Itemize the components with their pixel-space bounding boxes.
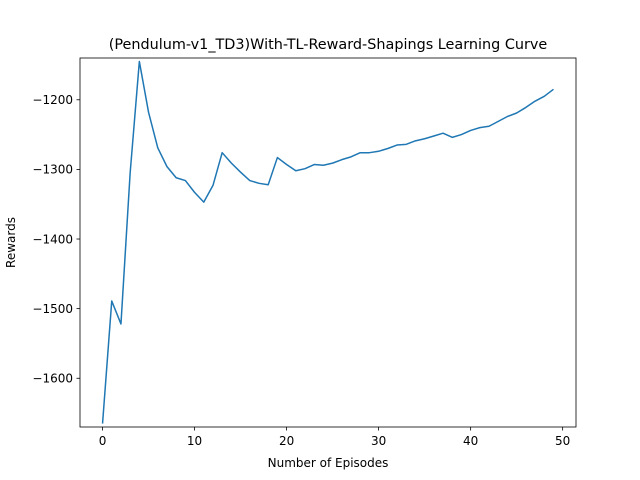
y-tick-label: −1200 (32, 93, 73, 107)
x-tick-label: 0 (99, 434, 107, 448)
x-tick-label: 50 (555, 434, 570, 448)
plot-area (80, 58, 576, 427)
chart-title: (Pendulum-v1_TD3)With-TL-Reward-Shapings… (109, 37, 548, 53)
series-line-0 (101, 60, 554, 424)
x-axis-label: Number of Episodes (268, 456, 389, 470)
y-tick-label: −1600 (32, 372, 73, 386)
y-tick-label: −1400 (32, 232, 73, 246)
y-axis-label: Rewards (4, 217, 18, 268)
x-tick-label: 10 (187, 434, 202, 448)
y-tick-label: −1500 (32, 302, 73, 316)
x-tick-label: 20 (279, 434, 294, 448)
y-tick-label: −1300 (32, 163, 73, 177)
x-tick-label: 30 (371, 434, 386, 448)
y-axis-ticks: −1600 −1500 −1400 −1300 −1200 (32, 93, 80, 386)
x-axis-ticks: 0 10 20 30 40 50 (99, 427, 570, 448)
plot-frame (79, 57, 577, 428)
x-tick-label: 40 (463, 434, 478, 448)
series-layer (101, 60, 554, 424)
